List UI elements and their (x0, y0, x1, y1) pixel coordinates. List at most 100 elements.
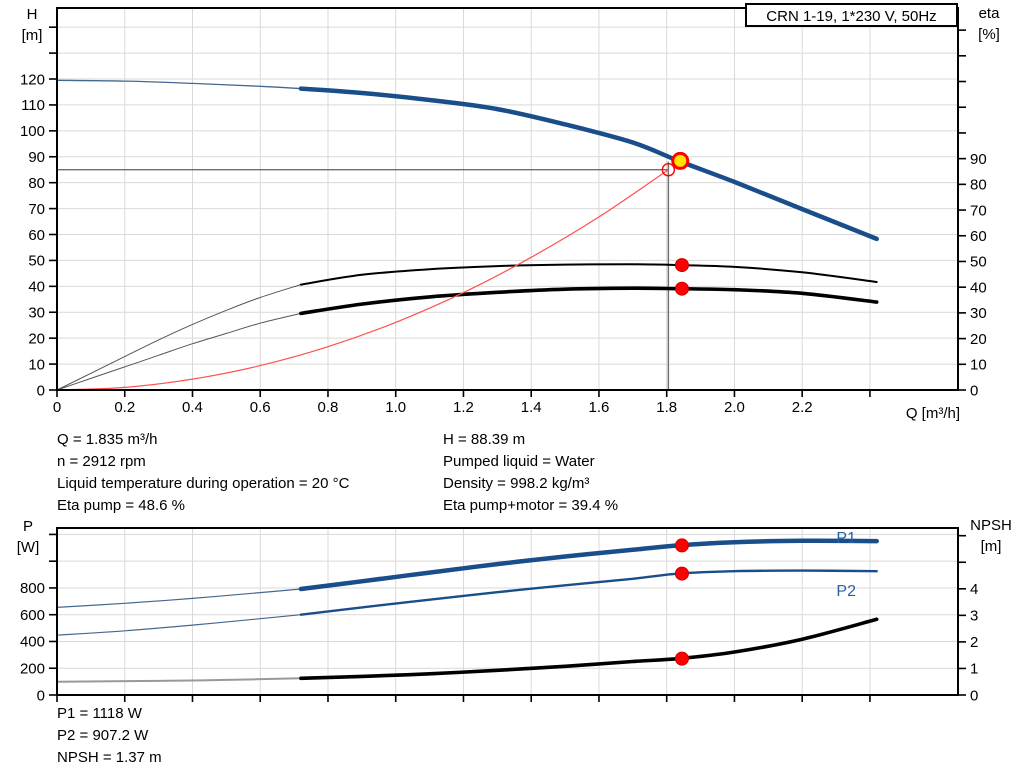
npsh-axis-unit: [m] (980, 538, 1002, 555)
h-axis-label: H (26, 6, 38, 23)
readout-eta-pump-motor: Eta pump+motor = 39.4 % (443, 497, 619, 514)
eta-pump-curve (56, 263, 878, 391)
qh-eta-chart-plot-area[interactable] (57, 8, 958, 390)
x-axis-title: Q [m³/h] (860, 403, 960, 424)
readout-density: Density = 998.2 kg/m³ (443, 475, 590, 492)
npsh-axis-label: NPSH (970, 517, 1012, 534)
duty-point (671, 151, 690, 170)
duty-readout-left-column: Q = 1.835 m³/h n = 2912 rpm Liquid tempe… (57, 429, 349, 517)
svg-text:0.8: 0.8 (318, 399, 339, 416)
svg-text:0: 0 (53, 399, 61, 416)
svg-text:400: 400 (20, 634, 45, 651)
svg-text:100: 100 (20, 123, 45, 140)
svg-text:20: 20 (970, 331, 987, 348)
svg-text:60: 60 (970, 228, 987, 245)
eta-pump-point (674, 258, 689, 273)
p-axis-unit: [W] (16, 539, 40, 556)
svg-text:1: 1 (970, 661, 978, 678)
plot-frame (56, 527, 959, 696)
svg-text:70: 70 (970, 202, 987, 219)
readout-liquid-temperature: Liquid temperature during operation = 20… (57, 475, 350, 492)
svg-text:0: 0 (37, 382, 45, 399)
plot-frame (56, 7, 959, 391)
svg-text:80: 80 (970, 177, 987, 194)
svg-text:200: 200 (20, 660, 45, 677)
p1-curve (56, 538, 879, 608)
svg-text:600: 600 (20, 607, 45, 624)
readout-npsh: NPSH = 1.37 m (57, 749, 162, 766)
readout-speed: n = 2912 rpm (57, 453, 146, 470)
npsh-curve (56, 617, 879, 683)
y-right-axis-title-top: eta [%] (966, 3, 1012, 45)
svg-text:1.4: 1.4 (521, 399, 542, 416)
system-curve (56, 169, 669, 391)
svg-text:1.0: 1.0 (385, 399, 406, 416)
svg-text:0: 0 (37, 687, 45, 704)
q-axis-label: Q [m³/h] (905, 405, 960, 422)
svg-text:20: 20 (28, 330, 45, 347)
y-left-axis-title-top: H [m] (12, 4, 52, 46)
axis-ticks-and-labels: 0 10 20 30 40 50 60 70 80 90 100 110 120 0 10 20 30 40 50 6… (20, 26, 987, 416)
h-axis-unit: [m] (21, 27, 43, 44)
svg-text:1.6: 1.6 (589, 399, 610, 416)
readout-pumped-liquid: Pumped liquid = Water (443, 453, 595, 470)
y-left-axis-title-bottom: P [W] (8, 516, 48, 558)
series-label-p2: P2 (836, 583, 856, 600)
y-right-axis-title-bottom: NPSH [m] (962, 515, 1020, 557)
series-label-p1: P1 (836, 530, 856, 547)
p2-curve (56, 569, 878, 636)
eta-axis-unit: [%] (978, 26, 1000, 43)
svg-text:40: 40 (28, 279, 45, 296)
requested-duty-point (661, 163, 676, 177)
readout-p1: P1 = 1118 W (57, 705, 142, 722)
head-curve (56, 79, 879, 242)
svg-text:40: 40 (970, 279, 987, 296)
svg-text:120: 120 (20, 71, 45, 88)
svg-text:0: 0 (970, 687, 978, 704)
qh-eta-chart: 0 10 20 30 40 50 60 70 80 90 100 110 120 0 10 20 30 40 50 6… (20, 7, 987, 416)
svg-text:110: 110 (21, 97, 45, 114)
readout-q: Q = 1.835 m³/h (57, 431, 158, 448)
svg-text:50: 50 (28, 253, 45, 270)
svg-text:2.2: 2.2 (792, 399, 813, 416)
duty-readout-right-column: H = 88.39 m Pumped liquid = Water Densit… (443, 429, 618, 517)
svg-text:80: 80 (28, 175, 45, 192)
readout-p2: P2 = 907.2 W (57, 727, 149, 744)
npsh-point (674, 651, 689, 666)
svg-text:90: 90 (970, 151, 987, 168)
svg-text:50: 50 (970, 254, 987, 271)
p-axis-label: P (22, 518, 33, 535)
eta-pump-motor-curve (56, 286, 879, 391)
eta-axis-label: eta (978, 5, 1000, 22)
svg-text:90: 90 (28, 149, 45, 166)
svg-text:2: 2 (970, 634, 978, 651)
power-readout-column: P1 = 1118 W P2 = 907.2 W NPSH = 1.37 m (57, 703, 162, 769)
svg-text:10: 10 (28, 356, 45, 373)
power-npsh-chart-plot-area[interactable] (57, 528, 958, 695)
svg-text:30: 30 (970, 305, 987, 322)
svg-text:4: 4 (970, 581, 978, 598)
svg-text:2.0: 2.0 (724, 399, 745, 416)
readout-head: H = 88.39 m (443, 431, 526, 448)
p2-point (674, 566, 689, 581)
svg-text:0.6: 0.6 (250, 399, 271, 416)
svg-text:70: 70 (28, 201, 45, 218)
p1-point (674, 538, 689, 553)
eta-pump-motor-point (674, 281, 689, 296)
svg-text:3: 3 (970, 608, 978, 625)
svg-text:1.8: 1.8 (656, 399, 677, 416)
svg-text:0.2: 0.2 (114, 399, 135, 416)
power-npsh-chart: 0 200 400 600 800 0 1 2 3 4 P1 P2 (20, 527, 978, 704)
svg-text:0.4: 0.4 (182, 399, 203, 416)
gridlines (57, 8, 958, 390)
svg-text:60: 60 (28, 227, 45, 244)
svg-text:10: 10 (970, 357, 987, 374)
svg-text:30: 30 (28, 305, 45, 322)
axis-ticks-and-labels: 0 200 400 600 800 0 1 2 3 4 (20, 533, 978, 704)
svg-text:1.2: 1.2 (453, 399, 474, 416)
svg-text:800: 800 (20, 580, 45, 597)
duty-crosshair (57, 161, 670, 390)
svg-text:0: 0 (970, 382, 978, 399)
